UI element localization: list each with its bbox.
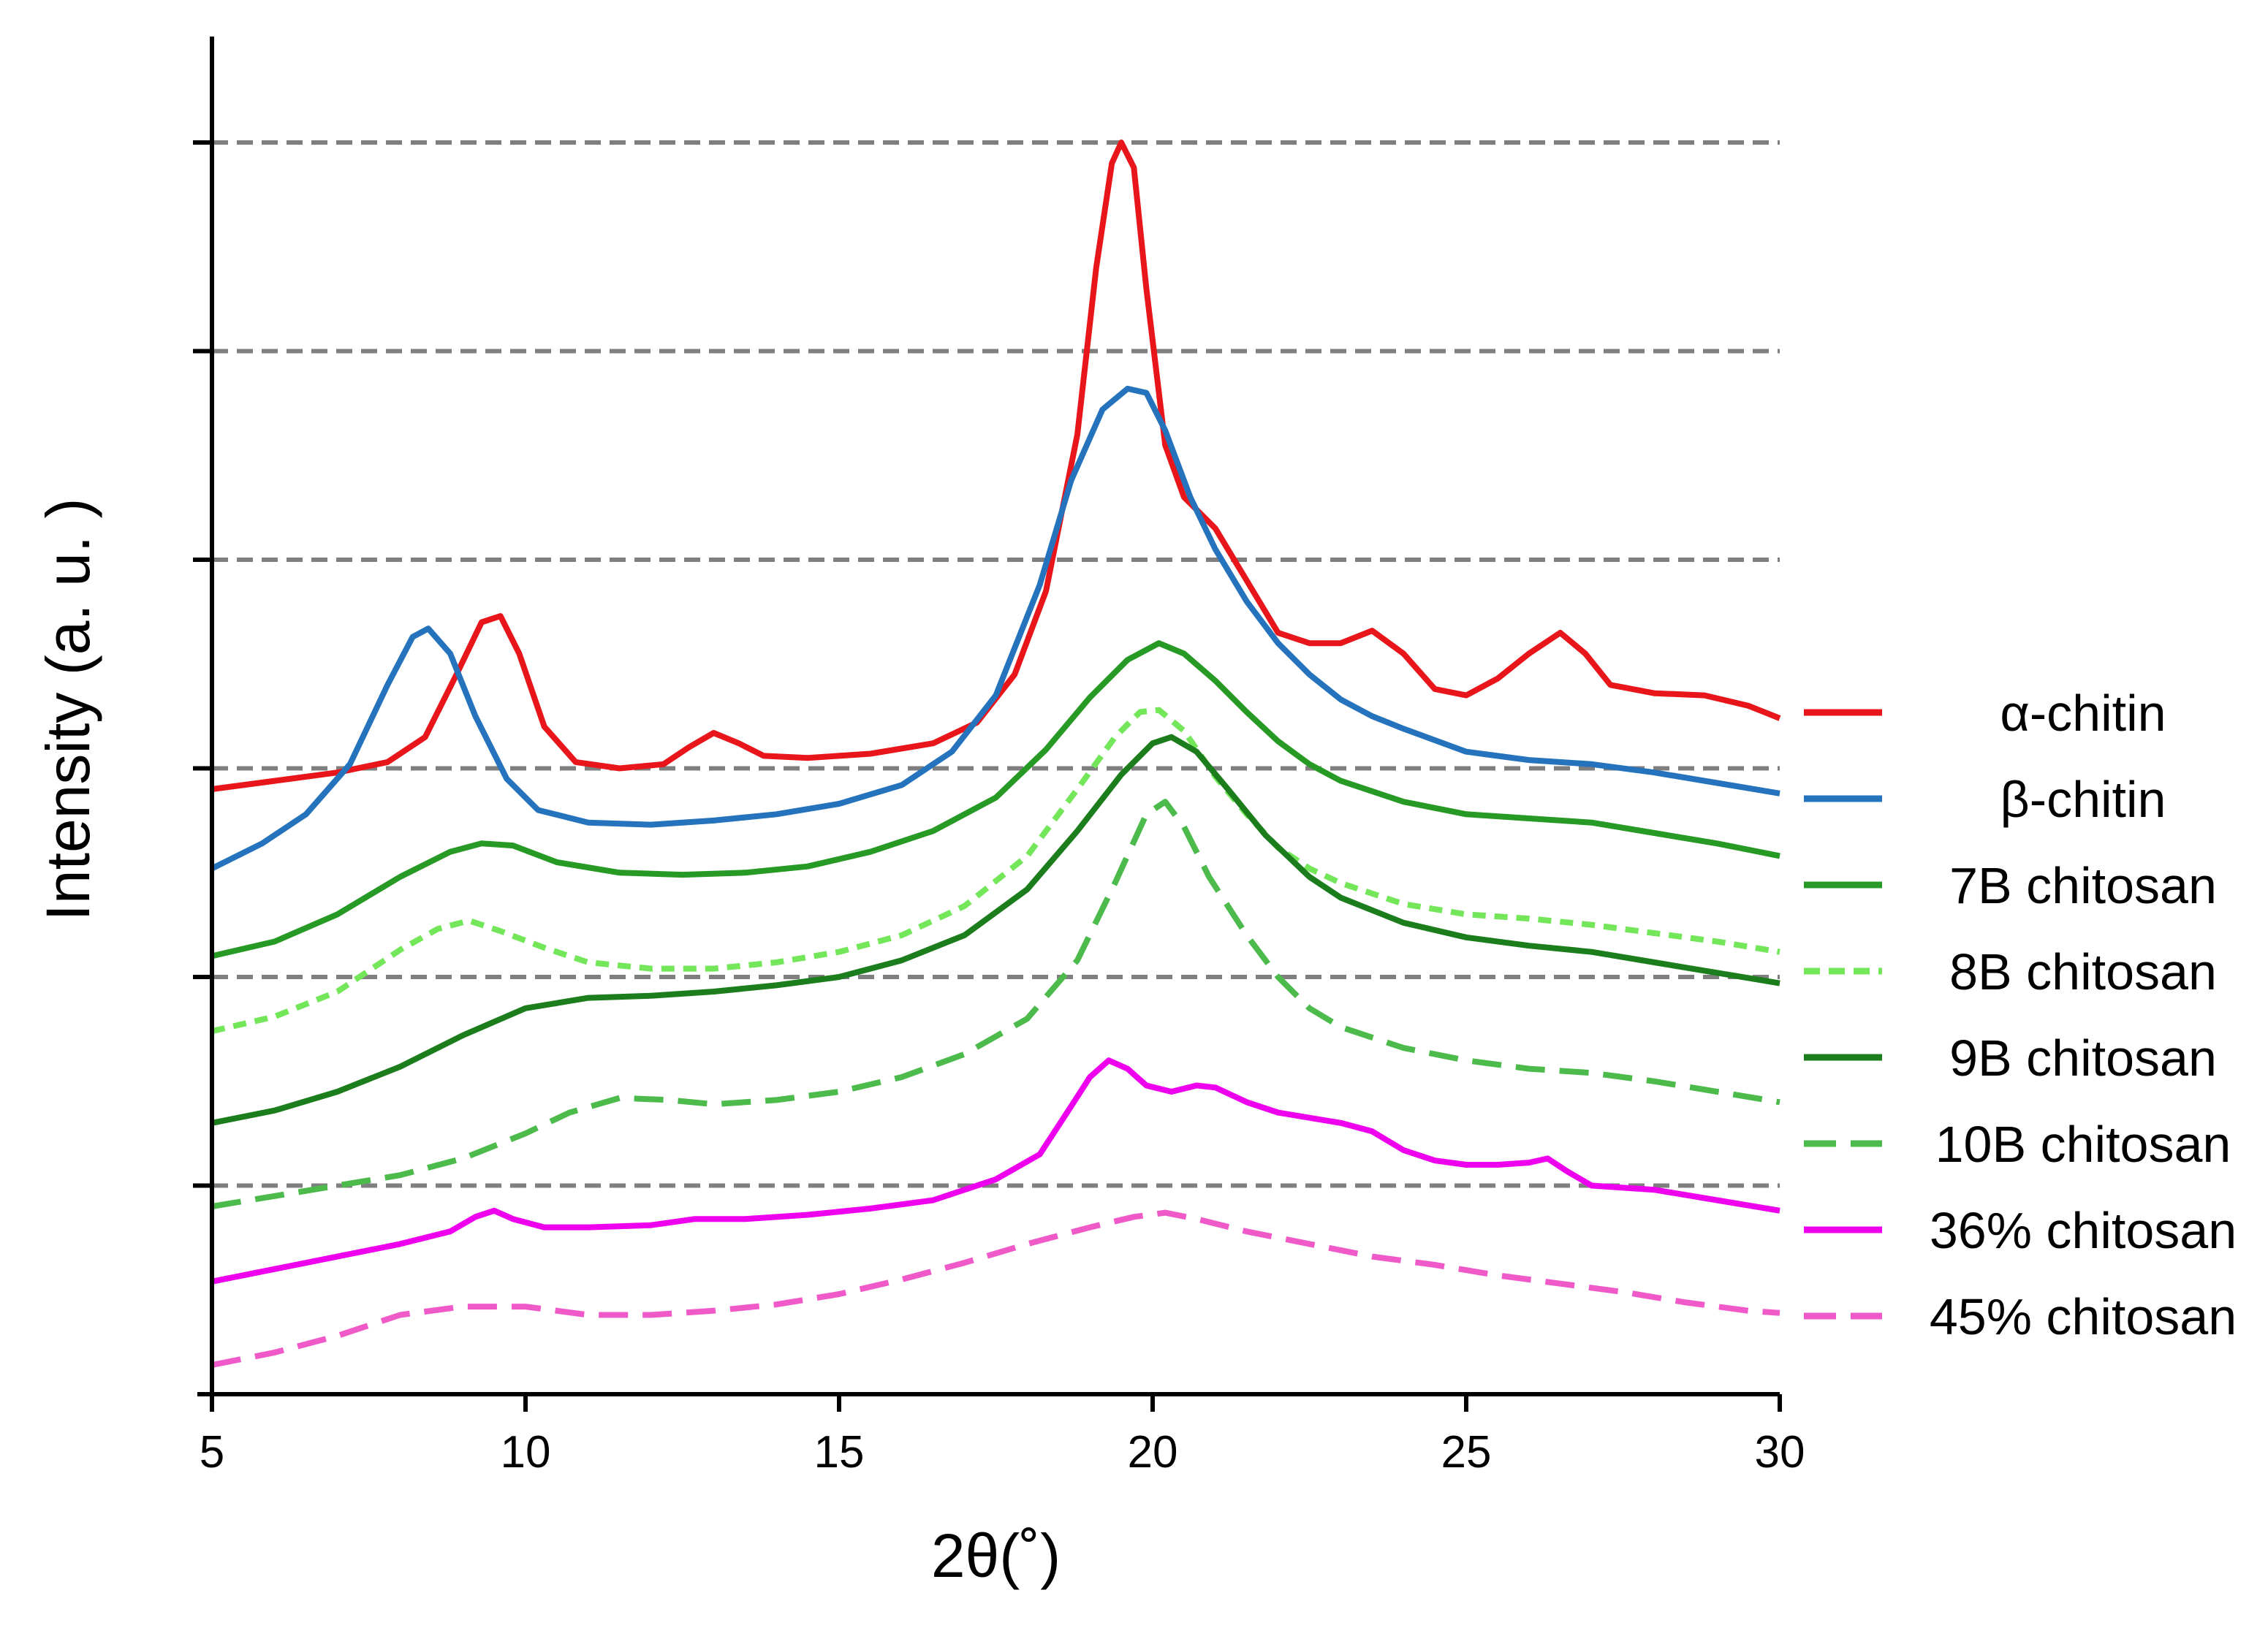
x-tick-label-5: 30	[1755, 1427, 1805, 1478]
gridlines	[212, 140, 1780, 1188]
legend-label-4: 8B chitosan	[1949, 943, 2217, 1000]
legend-label-6: 10B chitosan	[1935, 1116, 2231, 1173]
series-line-6	[211, 799, 1780, 1209]
legend-label-5: 9B chitosan	[1949, 1030, 2217, 1087]
y-axis-label: Intensity (a. u. )	[34, 498, 102, 921]
series-line-8	[211, 1209, 1780, 1368]
legend-label-7: 36% chitosan	[1930, 1202, 2237, 1259]
axis-ticks: 5 10 15 20 25 30	[193, 140, 1805, 1478]
legend-label-8: 45% chitosan	[1930, 1288, 2237, 1345]
series-line-4	[211, 707, 1780, 1035]
x-axis-label: 2θ(˚)	[931, 1521, 1061, 1590]
legend: α-chitin β-chitin 7B chitosan 8B chitosan 9B…	[1804, 685, 2237, 1345]
series-lines	[211, 140, 1781, 1368]
x-tick-label-1: 10	[501, 1427, 551, 1478]
legend-label-2: β-chitin	[2000, 771, 2166, 828]
x-tick-label-0: 5	[200, 1427, 224, 1478]
series-line-5	[211, 734, 1780, 1126]
series-line-3	[211, 640, 1780, 959]
series-line-2	[211, 385, 1780, 872]
series-line-7	[211, 1057, 1780, 1285]
series-line-1	[211, 140, 1781, 792]
x-tick-label-2: 15	[814, 1427, 865, 1478]
legend-label-1: α-chitin	[2000, 685, 2166, 742]
legend-label-3: 7B chitosan	[1949, 857, 2217, 914]
axes	[197, 37, 1780, 1396]
x-tick-label-3: 20	[1128, 1427, 1178, 1478]
x-tick-label-4: 25	[1441, 1427, 1492, 1478]
